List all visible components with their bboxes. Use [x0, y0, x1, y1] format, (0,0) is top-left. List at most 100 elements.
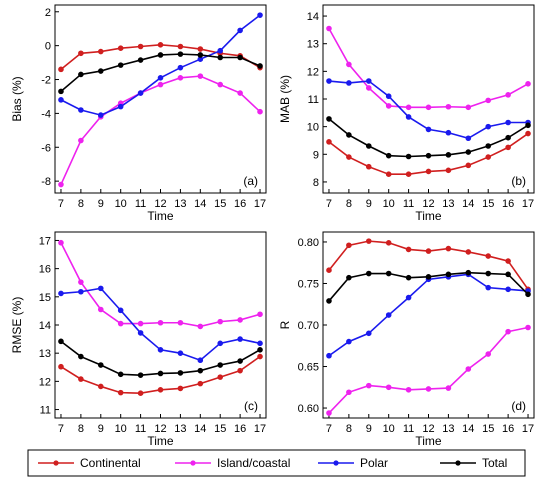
- data-point: [346, 132, 352, 138]
- x-tick-label: 16: [502, 423, 514, 435]
- x-tick-label: 7: [326, 423, 332, 435]
- data-point: [117, 320, 124, 327]
- y-axis-label: MAB (%): [278, 75, 292, 123]
- x-axis-label: Time: [147, 434, 174, 448]
- data-point: [405, 153, 412, 160]
- x-tick-label: 12: [154, 198, 166, 210]
- data-point: [346, 389, 352, 396]
- legend: Continental Island/coastal Polar Total: [27, 449, 526, 477]
- data-point: [177, 43, 184, 50]
- series-continental: [326, 238, 531, 293]
- series-continental: [326, 130, 531, 177]
- x-tick-label: 9: [98, 198, 104, 210]
- legend-marker: [190, 460, 196, 466]
- data-point: [525, 324, 531, 331]
- data-point: [505, 271, 511, 278]
- data-point: [445, 152, 452, 158]
- data-point: [197, 73, 204, 79]
- data-point: [58, 97, 64, 103]
- y-tick-label: 12: [307, 66, 319, 78]
- y-tick-label: 9: [313, 149, 319, 161]
- data-point: [385, 103, 392, 109]
- panel-3: 7 8 9 10 11 12 13 14 15 16 17 11 12 13 14 15 16 17 Time RMS…: [10, 231, 267, 448]
- data-point: [117, 45, 124, 51]
- data-point: [78, 137, 84, 144]
- data-point: [97, 285, 104, 292]
- y-tick-label: 15: [39, 292, 51, 304]
- data-point: [137, 390, 144, 397]
- x-tick-label: 10: [383, 198, 395, 210]
- x-tick-label: 15: [482, 423, 494, 435]
- y-tick-label: -6: [41, 142, 51, 154]
- data-point: [157, 370, 164, 377]
- x-tick-label: 9: [366, 198, 372, 210]
- y-axis-label: RMSE (%): [10, 297, 24, 354]
- legend-label: Continental: [80, 456, 141, 470]
- data-point: [425, 152, 432, 159]
- y-tick-label: 16: [39, 264, 51, 276]
- data-point: [58, 338, 64, 345]
- x-tick-label: 13: [442, 423, 454, 435]
- data-point: [58, 239, 64, 246]
- series-polar: [326, 271, 531, 359]
- data-point: [405, 246, 412, 253]
- data-point: [97, 112, 104, 118]
- data-point: [237, 317, 243, 323]
- y-tick-label: 11: [40, 405, 51, 417]
- data-point: [405, 274, 412, 281]
- data-point: [505, 119, 511, 126]
- data-point: [505, 144, 511, 151]
- series-line: [60, 340, 261, 376]
- y-tick-label: 0.60: [298, 403, 319, 415]
- data-point: [485, 351, 492, 357]
- data-point: [385, 384, 392, 391]
- y-tick-label: 12: [39, 376, 51, 388]
- x-tick-label: 17: [254, 423, 266, 435]
- data-point: [326, 298, 332, 304]
- data-point: [365, 143, 372, 149]
- data-point: [425, 126, 432, 133]
- data-point: [346, 338, 352, 345]
- data-point: [237, 367, 243, 374]
- series-line: [328, 326, 529, 414]
- data-point: [405, 294, 412, 301]
- data-point: [365, 330, 372, 337]
- data-point: [346, 61, 352, 68]
- x-tick-label: 13: [174, 198, 186, 210]
- x-tick-label: 16: [502, 198, 514, 210]
- data-point: [485, 123, 492, 130]
- data-point: [197, 46, 204, 52]
- data-point: [78, 50, 84, 57]
- data-point: [257, 311, 263, 318]
- y-tick-label: 14: [39, 320, 51, 332]
- data-point: [197, 380, 204, 387]
- y-tick-label: 0: [45, 41, 51, 53]
- data-point: [365, 163, 372, 170]
- x-tick-label: 17: [254, 198, 266, 210]
- x-tick-label: 14: [194, 423, 206, 435]
- data-point: [117, 371, 124, 378]
- x-tick-label: 8: [78, 198, 84, 210]
- data-point: [78, 107, 84, 113]
- data-point: [425, 104, 432, 111]
- data-point: [117, 62, 124, 68]
- data-point: [58, 290, 64, 297]
- data-point: [365, 270, 372, 277]
- data-point: [385, 152, 392, 159]
- data-point: [346, 242, 352, 249]
- x-axis-label: Time: [415, 209, 442, 223]
- x-tick-label: 17: [522, 423, 534, 435]
- y-tick-label: 13: [39, 348, 51, 360]
- series-island-coastal: [326, 324, 531, 416]
- data-point: [465, 135, 472, 142]
- data-point: [385, 312, 392, 318]
- series-total: [58, 51, 263, 95]
- data-point: [137, 372, 144, 378]
- y-tick-label: -2: [41, 75, 51, 87]
- data-point: [97, 383, 104, 390]
- x-tick-label: 7: [58, 423, 64, 435]
- x-axis-label: Time: [147, 209, 174, 223]
- legend-marker: [53, 460, 59, 466]
- data-point: [117, 389, 124, 396]
